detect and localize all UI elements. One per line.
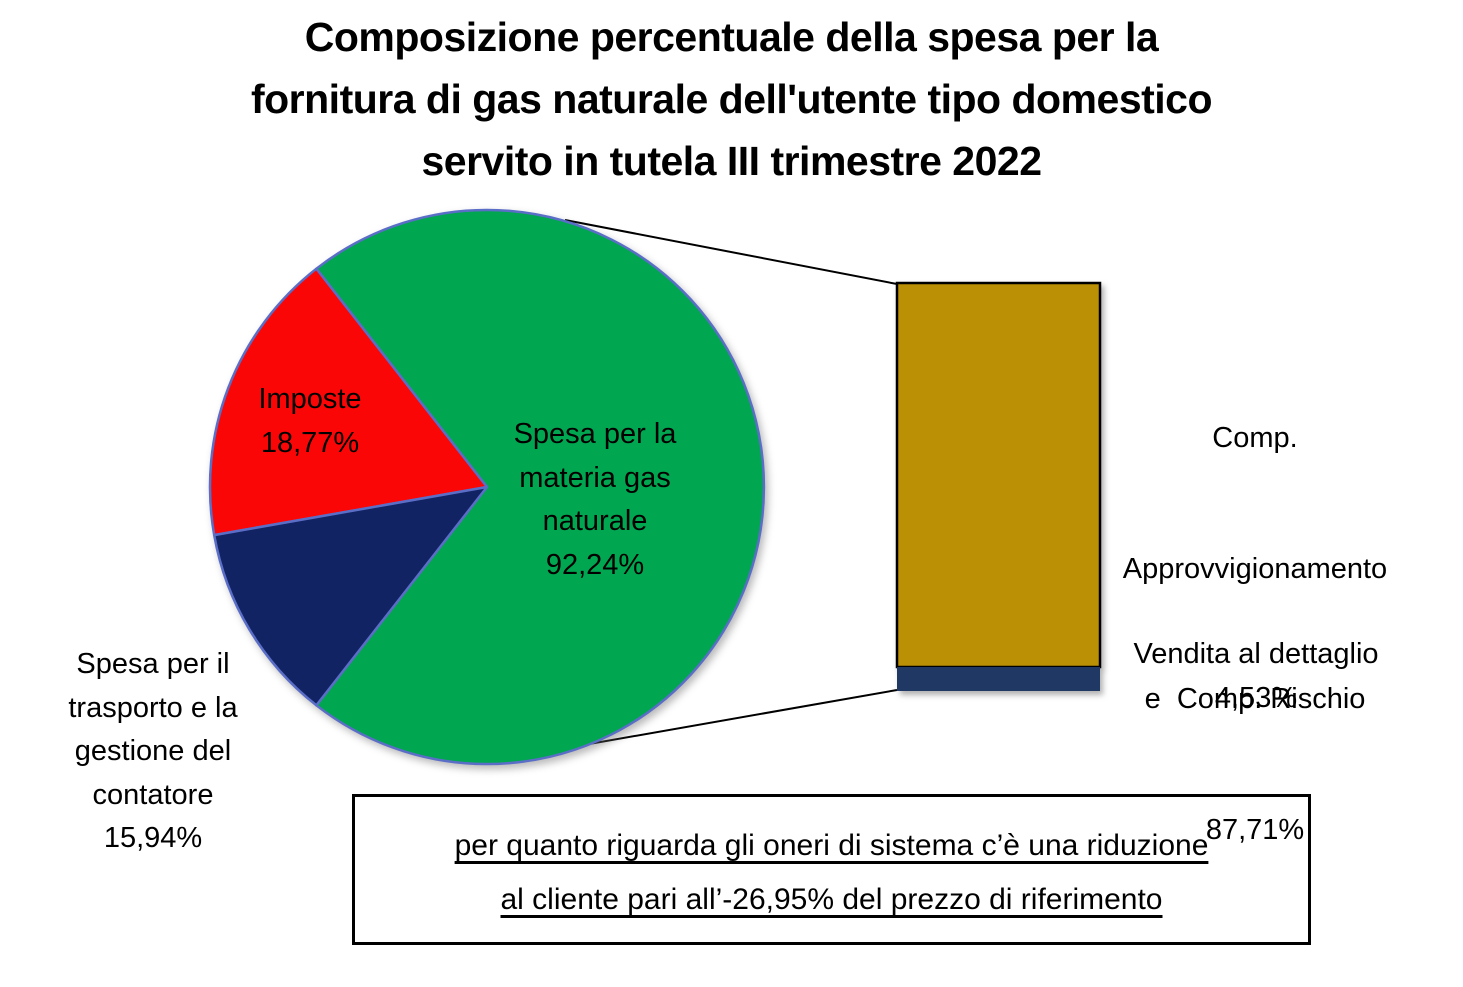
annotation-line-2: al cliente pari all’-26,95% del prezzo d… xyxy=(500,883,1163,916)
label-vendita-dettaglio: Vendita al dettaglio 4,53% xyxy=(1106,633,1406,720)
bar-segment-approvvigionamento xyxy=(895,281,1102,669)
annotation-line-1: per quanto riguarda gli oneri di sistema… xyxy=(454,829,1209,862)
pie-slice-imposte xyxy=(208,267,489,537)
label-materia-gas-line-2: materia gas xyxy=(519,461,671,494)
label-approvvigionamento-line-2: Approvvigionamento xyxy=(1122,552,1388,585)
connector-line-bottom xyxy=(554,689,898,751)
chart-title-line-2: fornitura di gas naturale dell'utente ti… xyxy=(250,76,1213,122)
label-imposte-name: Imposte xyxy=(258,383,362,415)
label-materia-gas-line-3: naturale xyxy=(542,505,648,537)
label-trasporto-line-1: Spesa per il xyxy=(76,648,230,680)
label-materia-gas: Spesa per la materia gas naturale 92,24% xyxy=(435,413,755,587)
label-materia-gas-line-1: Spesa per la xyxy=(513,418,677,450)
label-approvvigionamento: Comp. Approvvigionamento e Comp. Rischio… xyxy=(1100,330,1410,939)
label-imposte-value: 18,77% xyxy=(260,426,360,459)
annotation-box: per quanto riguarda gli oneri di sistema… xyxy=(352,794,1311,945)
bar-segment-vendita-dettaglio xyxy=(897,667,1100,691)
label-imposte: Imposte 18,77% xyxy=(180,378,440,465)
label-approvvigionamento-value: 87,71% xyxy=(1205,813,1305,846)
connector-lines xyxy=(554,219,898,751)
label-approvvigionamento-line-1: Comp. xyxy=(1212,422,1298,454)
annotation-text: per quanto riguarda gli oneri di sistema… xyxy=(355,797,1308,927)
label-trasporto-line-4: contatore xyxy=(92,778,214,811)
pie xyxy=(208,208,766,766)
label-vendita-dettaglio-name: Vendita al dettaglio xyxy=(1133,638,1379,670)
chart-title-line-1: Composizione percentuale della spesa per… xyxy=(304,14,1159,60)
label-materia-gas-value: 92,24% xyxy=(545,548,645,581)
pie-slice-materia-gas xyxy=(315,208,766,766)
label-trasporto-value: 15,94% xyxy=(103,822,203,854)
label-trasporto-line-3: gestione del xyxy=(74,735,232,767)
label-approvvigionamento-line-3: e Comp. Rischio xyxy=(1144,683,1366,715)
chart-title-line-3: servito in tutela III trimestre 2022 xyxy=(421,138,1042,184)
breakout-bar xyxy=(895,281,1102,691)
label-trasporto-line-2: trasporto e la xyxy=(68,691,238,724)
pie-slice-trasporto xyxy=(212,485,489,707)
label-trasporto: Spesa per il trasporto e la gestione del… xyxy=(18,643,288,861)
label-vendita-dettaglio-value: 4,53% xyxy=(1214,681,1298,714)
connector-line-top xyxy=(564,219,898,285)
chart-title: Composizione percentuale della spesa per… xyxy=(0,6,1463,192)
